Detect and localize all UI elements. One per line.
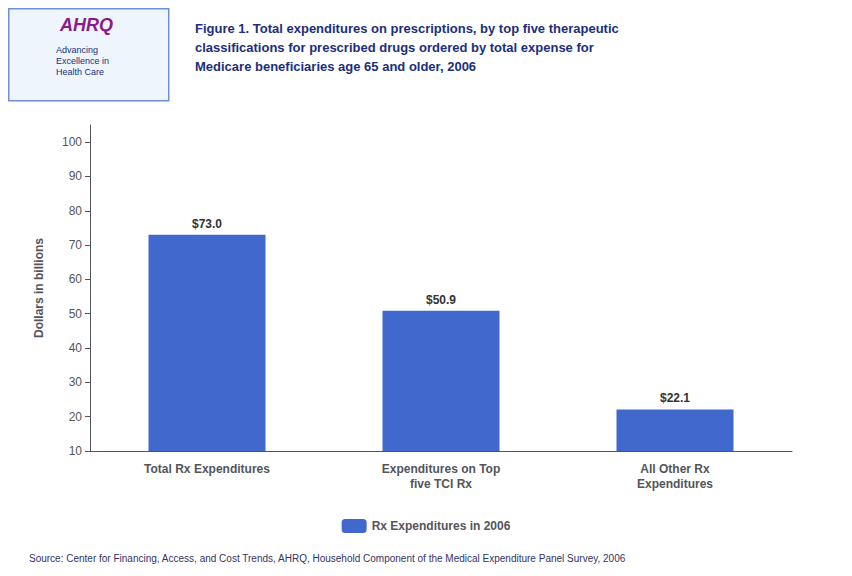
svg-text:60: 60: [69, 272, 83, 286]
svg-text:50: 50: [69, 307, 83, 321]
svg-text:Expenditures on Top: Expenditures on Top: [382, 462, 500, 476]
svg-text:100: 100: [62, 135, 82, 149]
svg-text:AHRQ: AHRQ: [59, 15, 113, 35]
svg-text:Rx Expenditures in 2006: Rx Expenditures in 2006: [372, 519, 511, 533]
svg-text:$50.9: $50.9: [426, 293, 456, 307]
svg-text:70: 70: [69, 238, 83, 252]
svg-text:$73.0: $73.0: [192, 217, 222, 231]
svg-text:90: 90: [69, 169, 83, 183]
svg-text:80: 80: [69, 204, 83, 218]
svg-text:Figure 1. Total expenditures o: Figure 1. Total expenditures on prescrip…: [195, 21, 619, 36]
svg-text:40: 40: [69, 341, 83, 355]
svg-text:Dollars in billions: Dollars in billions: [32, 238, 46, 338]
svg-text:Advancing: Advancing: [56, 45, 98, 55]
svg-text:All Other Rx: All Other Rx: [640, 462, 710, 476]
svg-text:20: 20: [69, 410, 83, 424]
svg-text:Excellence in: Excellence in: [56, 56, 109, 66]
svg-text:classifications for prescribed: classifications for prescribed drugs ord…: [195, 40, 594, 55]
svg-text:10: 10: [69, 444, 83, 458]
svg-text:Expenditures: Expenditures: [637, 477, 713, 491]
svg-text:Health Care: Health Care: [56, 67, 104, 77]
svg-text:30: 30: [69, 375, 83, 389]
svg-text:$22.1: $22.1: [660, 391, 690, 405]
svg-text:Medicare beneficiaries age 65: Medicare beneficiaries age 65 and older,…: [195, 59, 476, 74]
svg-text:five TCI Rx: five TCI Rx: [410, 477, 472, 491]
svg-text:Total Rx Expenditures: Total Rx Expenditures: [144, 462, 270, 476]
svg-text:Source: Center for Financing,: Source: Center for Financing, Access, an…: [29, 553, 626, 564]
